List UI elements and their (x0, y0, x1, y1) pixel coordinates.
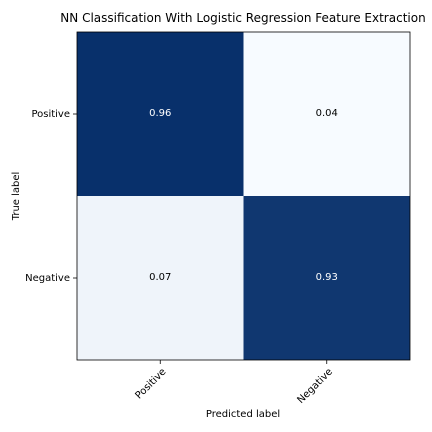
y-tick-label: Negative (25, 273, 70, 284)
y-axis-label: True label (11, 172, 22, 222)
heatmap-cell-0-0 (77, 32, 244, 196)
x-axis-ticks: Positive Negative (133, 360, 335, 406)
y-axis-ticks: Positive Negative (25, 109, 77, 284)
plot-frame (76, 31, 411, 361)
y-tick-label: Positive (31, 109, 70, 120)
x-axis-label: Predicted label (206, 409, 280, 420)
cell-value-label-0-1: 0.04 (316, 108, 338, 119)
cell-value-label-0-0: 0.96 (149, 108, 171, 119)
heatmap-cell-1-0 (77, 196, 244, 360)
heatmap-cell-1-1 (243, 196, 410, 360)
x-tick-label: Negative (295, 366, 335, 406)
heatmap-cells: 0.96 0.04 0.07 0.93 (77, 32, 410, 360)
cell-value-label-1-0: 0.07 (149, 272, 171, 283)
heatmap-cell-0-1 (243, 32, 410, 196)
cell-value-label-1-1: 0.93 (316, 272, 338, 283)
chart-title: NN Classification With Logistic Regressi… (60, 11, 425, 25)
x-tick-label: Positive (133, 366, 168, 401)
